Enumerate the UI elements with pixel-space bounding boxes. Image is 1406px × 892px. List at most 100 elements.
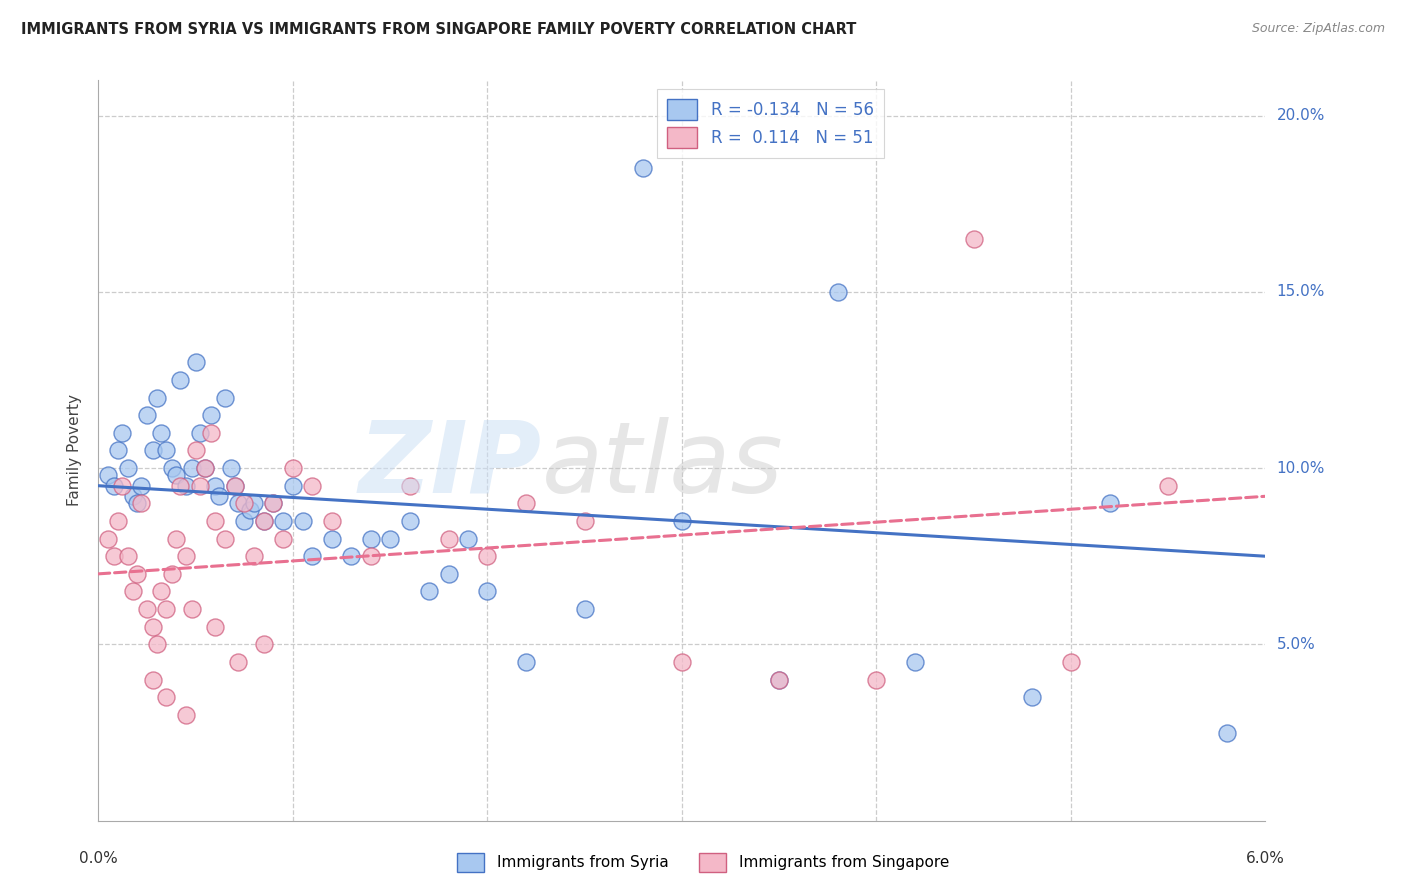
Point xyxy=(301,549,323,564)
Point xyxy=(671,514,693,528)
Point xyxy=(827,285,849,299)
Point xyxy=(180,461,202,475)
Text: 10.0%: 10.0% xyxy=(1277,460,1324,475)
Point xyxy=(321,532,343,546)
Point xyxy=(228,496,250,510)
Point xyxy=(262,496,284,510)
Point xyxy=(437,532,460,546)
Point xyxy=(149,425,172,440)
Point xyxy=(111,425,134,440)
Point xyxy=(127,566,149,581)
Point xyxy=(165,532,187,546)
Point xyxy=(146,637,169,651)
Point xyxy=(253,637,276,651)
Point xyxy=(224,479,246,493)
Point xyxy=(631,161,654,176)
Point xyxy=(768,673,790,687)
Point xyxy=(437,566,460,581)
Point xyxy=(214,391,236,405)
Point xyxy=(243,549,266,564)
Point xyxy=(281,479,304,493)
Point xyxy=(1060,655,1083,669)
Point xyxy=(204,479,226,493)
Text: atlas: atlas xyxy=(541,417,783,514)
Point xyxy=(174,479,197,493)
Text: ZIP: ZIP xyxy=(359,417,541,514)
Point xyxy=(224,479,246,493)
Point xyxy=(321,514,343,528)
Point xyxy=(107,514,129,528)
Point xyxy=(1157,479,1180,493)
Point xyxy=(97,532,120,546)
Point xyxy=(117,549,139,564)
Point xyxy=(281,461,304,475)
Point xyxy=(574,514,596,528)
Point xyxy=(271,514,294,528)
Point xyxy=(129,496,152,510)
Legend: R = -0.134   N = 56, R =  0.114   N = 51: R = -0.134 N = 56, R = 0.114 N = 51 xyxy=(657,88,883,158)
Text: Source: ZipAtlas.com: Source: ZipAtlas.com xyxy=(1251,22,1385,36)
Point xyxy=(233,496,256,510)
Point xyxy=(398,514,420,528)
Point xyxy=(129,479,152,493)
Point xyxy=(127,496,149,510)
Point xyxy=(1215,725,1237,739)
Point xyxy=(117,461,139,475)
Text: 0.0%: 0.0% xyxy=(79,851,118,866)
Point xyxy=(271,532,294,546)
Point xyxy=(200,425,222,440)
Point xyxy=(457,532,479,546)
Point xyxy=(188,479,211,493)
Point xyxy=(180,602,202,616)
Point xyxy=(122,584,145,599)
Point xyxy=(184,443,207,458)
Point xyxy=(142,620,165,634)
Point xyxy=(204,620,226,634)
Point xyxy=(768,673,790,687)
Point xyxy=(204,514,226,528)
Point xyxy=(398,479,420,493)
Point xyxy=(477,549,499,564)
Point xyxy=(962,232,984,246)
Point xyxy=(169,373,191,387)
Point xyxy=(103,549,125,564)
Point xyxy=(253,514,276,528)
Point xyxy=(574,602,596,616)
Point xyxy=(360,549,382,564)
Point xyxy=(200,408,222,422)
Point xyxy=(228,655,250,669)
Point xyxy=(162,461,184,475)
Point xyxy=(262,496,284,510)
Point xyxy=(174,549,197,564)
Point xyxy=(418,584,440,599)
Point xyxy=(136,408,159,422)
Text: 20.0%: 20.0% xyxy=(1277,108,1324,123)
Point xyxy=(162,566,184,581)
Point xyxy=(107,443,129,458)
Point xyxy=(253,514,276,528)
Point xyxy=(103,479,125,493)
Point xyxy=(360,532,382,546)
Point xyxy=(243,496,266,510)
Point xyxy=(239,503,262,517)
Point xyxy=(174,707,197,722)
Point xyxy=(904,655,927,669)
Y-axis label: Family Poverty: Family Poverty xyxy=(67,394,83,507)
Text: 5.0%: 5.0% xyxy=(1277,637,1315,652)
Point xyxy=(233,514,256,528)
Legend: Immigrants from Syria, Immigrants from Singapore: Immigrants from Syria, Immigrants from S… xyxy=(450,845,956,880)
Point xyxy=(515,496,537,510)
Point xyxy=(142,673,165,687)
Point xyxy=(208,489,231,503)
Point xyxy=(291,514,314,528)
Point xyxy=(188,425,211,440)
Point xyxy=(515,655,537,669)
Point xyxy=(146,391,169,405)
Point xyxy=(169,479,191,493)
Point xyxy=(340,549,363,564)
Text: 15.0%: 15.0% xyxy=(1277,285,1324,300)
Point xyxy=(155,443,177,458)
Point xyxy=(380,532,402,546)
Point xyxy=(142,443,165,458)
Point xyxy=(301,479,323,493)
